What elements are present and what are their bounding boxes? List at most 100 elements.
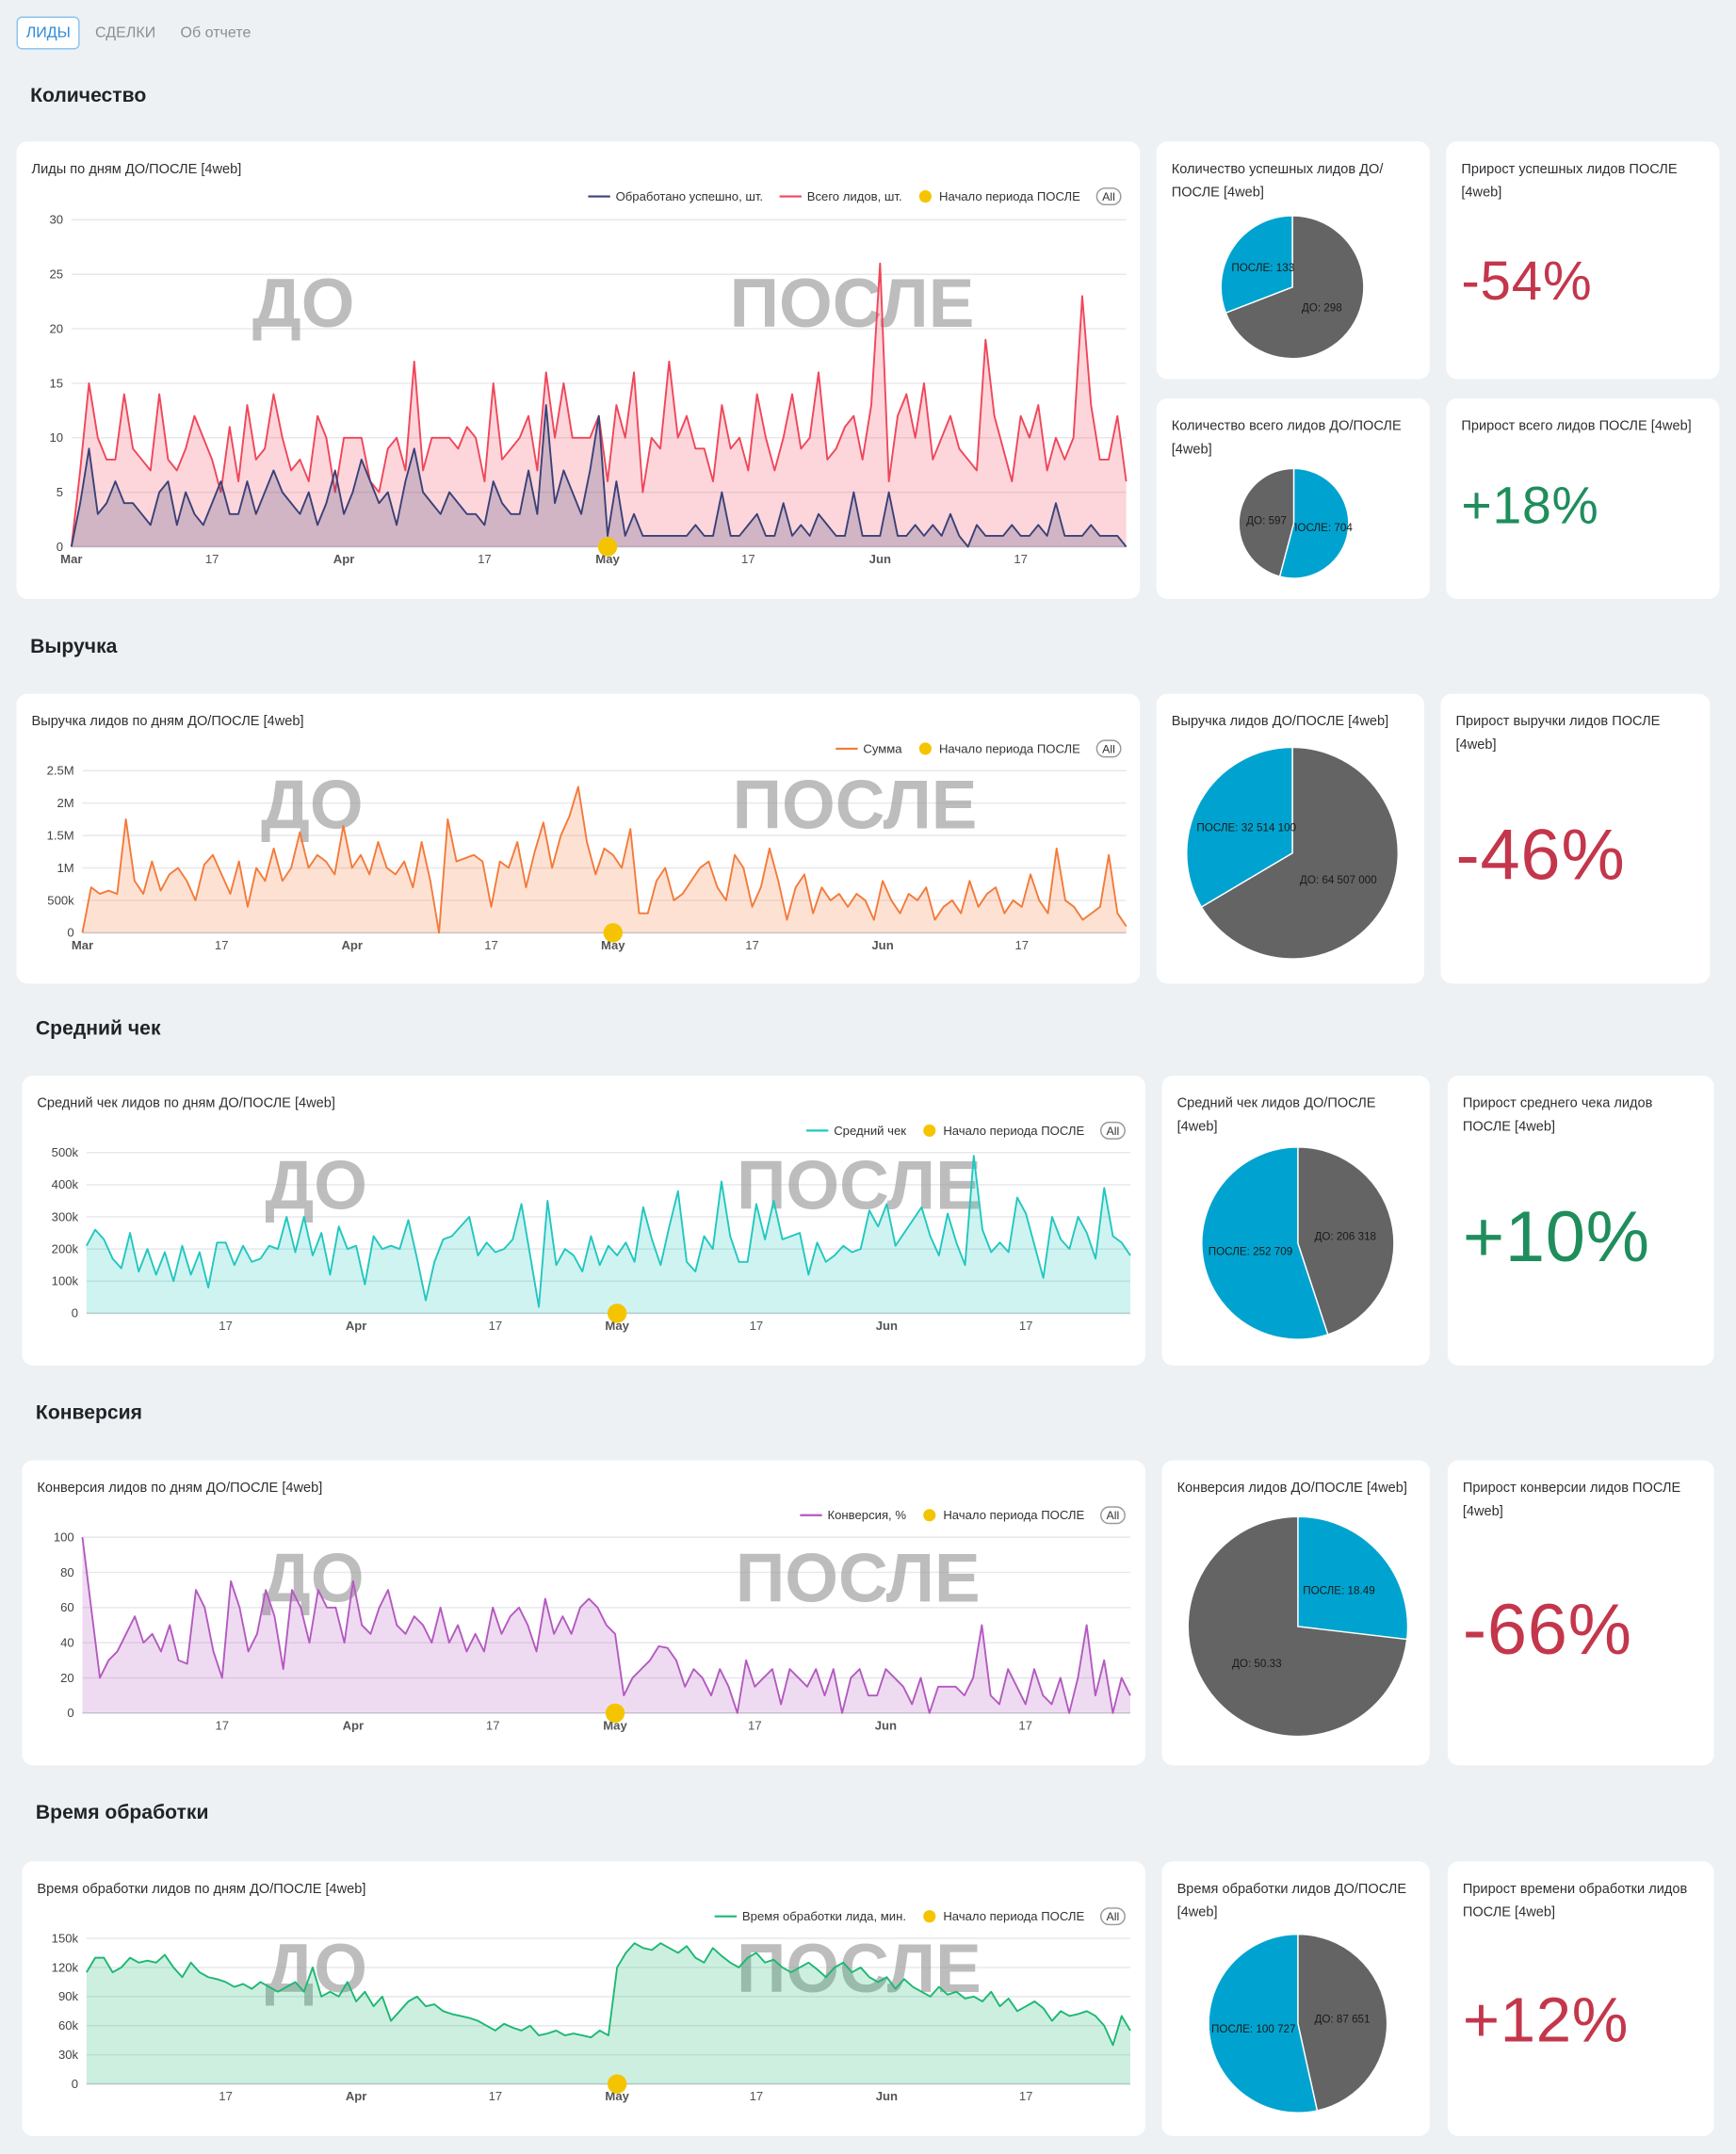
range-button[interactable] [1095, 739, 1122, 758]
range-button-label: All [1107, 1125, 1120, 1138]
y-tick-label: 500k [47, 893, 74, 907]
x-tick-label: Mar [60, 552, 82, 566]
y-tick-label: 0 [67, 926, 73, 940]
chart-title: Лиды по дням ДО/ПОСЛЕ [4web] [31, 162, 242, 178]
area [86, 1156, 1130, 1314]
y-tick-label: 80 [60, 1565, 74, 1579]
x-tick-label: 17 [484, 938, 498, 952]
period-marker [607, 1304, 627, 1323]
pie-slice [1208, 1933, 1319, 2114]
pie-label: ПОСЛЕ: 18.49 [1303, 1585, 1375, 1597]
y-tick-label: 150k [52, 1931, 79, 1945]
legend-label: Всего лидов, шт. [807, 189, 902, 203]
pie-label: ДО: 298 [1302, 302, 1342, 315]
range-button-label: All [1102, 742, 1115, 755]
chart-card: Выручка лидов ДО/ПОСЛЕ [4web] ДО: 64 507 … [1156, 693, 1425, 984]
x-tick-label: 17 [1015, 938, 1030, 952]
watermark: ПОСЛЕ [730, 266, 975, 342]
area [71, 405, 1127, 547]
y-tick-label: 60 [60, 1600, 74, 1614]
line [86, 1942, 1131, 2047]
pie-slice [1201, 1146, 1329, 1340]
chart-card: Количество успешных лидов ДО/ПОСЛЕ [4web… [1156, 141, 1430, 380]
tab[interactable]: ЛИДЫ [16, 16, 81, 50]
kpi-value: -54% [1461, 251, 1593, 313]
y-tick-label: 0 [57, 540, 63, 554]
chart-card: Конверсия лидов ДО/ПОСЛЕ [4web] ПОСЛЕ: 18… [1161, 1460, 1430, 1766]
y-tick-label: 0 [72, 2077, 78, 2091]
y-tick-label: 200k [52, 1241, 79, 1255]
tab[interactable]: Об отчете [180, 24, 251, 41]
range-button[interactable] [1100, 1907, 1126, 1926]
chart-card: Время обработки лидов по дням ДО/ПОСЛЕ [… [22, 1861, 1146, 2137]
x-tick-label: 17 [1018, 1718, 1032, 1732]
pie-label: ДО: 64 507 000 [1300, 874, 1377, 886]
period-marker [597, 537, 618, 557]
pie-slice [1187, 1515, 1408, 1738]
kpi-value: -66% [1462, 1591, 1632, 1671]
x-tick-label: 17 [489, 1319, 503, 1333]
pie-slice [1297, 1933, 1388, 2112]
pie-slice [1186, 746, 1293, 909]
y-tick-label: 500k [52, 1145, 79, 1159]
chart-title: Выручка лидов по дням ДО/ПОСЛЕ [4web] [31, 714, 304, 730]
pie-label: ПОСЛЕ: 32 514 100 [1196, 821, 1296, 834]
chart-title: Время обработки лидов ДО/ПОСЛЕ [4web] [1176, 1882, 1407, 1921]
watermark: ДО [261, 767, 364, 843]
pie-label: ДО: 206 318 [1314, 1230, 1376, 1242]
range-button[interactable] [1100, 1121, 1126, 1140]
line-chart: 0 20 40 60 80 100 17 Apr 17 May 17 Jun 17 ДО ПОСЛЕ Конв… [54, 1506, 1131, 1732]
chart-card: Лиды по дням ДО/ПОСЛЕ [4web] 0 5 10 15 20 25 30… [16, 141, 1141, 599]
range-button[interactable] [1100, 1506, 1126, 1525]
y-tick-label: 60k [58, 2018, 79, 2033]
pie-chart: ДО: 87 651 ПОСЛЕ: 100 727 [1208, 1933, 1388, 2114]
legend-label: Конверсия, % [828, 1508, 907, 1522]
y-tick-label: 120k [52, 1960, 79, 1974]
pie-chart: ДО: 298 ПОСЛЕ: 133 [1220, 215, 1365, 360]
legend: Обработано успешно, шт. Всего лидов, шт. Н… [588, 187, 1122, 206]
legend-symbol [923, 1910, 936, 1923]
legend-label: Начало периода ПОСЛЕ [939, 189, 1080, 203]
kpi-card: Прирост успешных лидов ПОСЛЕ [4web] -54% [1446, 141, 1720, 380]
y-tick-label: 30 [49, 213, 63, 227]
y-tick-label: 0 [67, 1706, 73, 1720]
x-tick-label: Apr [346, 1319, 367, 1333]
kpi-title: Прирост выручки лидов ПОСЛЕ [4web] [1455, 714, 1661, 753]
legend-label: Средний чек [834, 1124, 906, 1138]
kpi-value: +12% [1462, 1984, 1630, 2055]
x-tick-label: Apr [341, 938, 363, 952]
area [82, 786, 1127, 933]
x-tick-label: May [595, 552, 620, 566]
x-tick-label: Jun [876, 1319, 898, 1333]
section-title: Выручка [30, 636, 118, 658]
period-marker [605, 1703, 625, 1724]
tab[interactable]: СДЕЛКИ [95, 24, 156, 41]
legend-label: Время обработки лида, мин. [742, 1909, 906, 1923]
y-tick-label: 100k [52, 1274, 79, 1288]
pie-slice [1278, 467, 1350, 579]
y-tick-label: 1M [57, 861, 74, 875]
chart-title: Время обработки лидов по дням ДО/ПОСЛЕ [… [37, 1882, 366, 1898]
range-button[interactable] [1095, 187, 1122, 206]
section-title: Время обработки [35, 1802, 209, 1824]
kpi-title: Прирост всего лидов ПОСЛЕ [4web] [1461, 418, 1692, 434]
x-tick-label: Apr [346, 2089, 367, 2103]
line [81, 785, 1128, 934]
y-tick-label: 40 [60, 1636, 74, 1650]
kpi-title: Прирост конверсии лидов ПОСЛЕ [4web] [1462, 1481, 1681, 1520]
kpi-title: Прирост времени обработки лидов ПОСЛЕ [4… [1462, 1882, 1688, 1921]
y-tick-label: 1.5M [47, 828, 74, 842]
chart-card: Конверсия лидов по дням ДО/ПОСЛЕ [4web] 0… [22, 1460, 1146, 1766]
area [86, 1943, 1130, 2084]
pie-label: ДО: 50.33 [1232, 1658, 1282, 1670]
chart-card: Выручка лидов по дням ДО/ПОСЛЕ [4web] 0 50… [16, 693, 1141, 984]
legend-label: Начало периода ПОСЛЕ [943, 1124, 1084, 1138]
x-tick-label: 17 [215, 938, 229, 952]
pie-slice [1220, 215, 1293, 315]
x-tick-label: 17 [745, 938, 759, 952]
y-tick-label: 0 [72, 1306, 78, 1320]
legend-label: Обработано успешно, шт. [616, 189, 763, 203]
pie-slice [1238, 467, 1295, 578]
